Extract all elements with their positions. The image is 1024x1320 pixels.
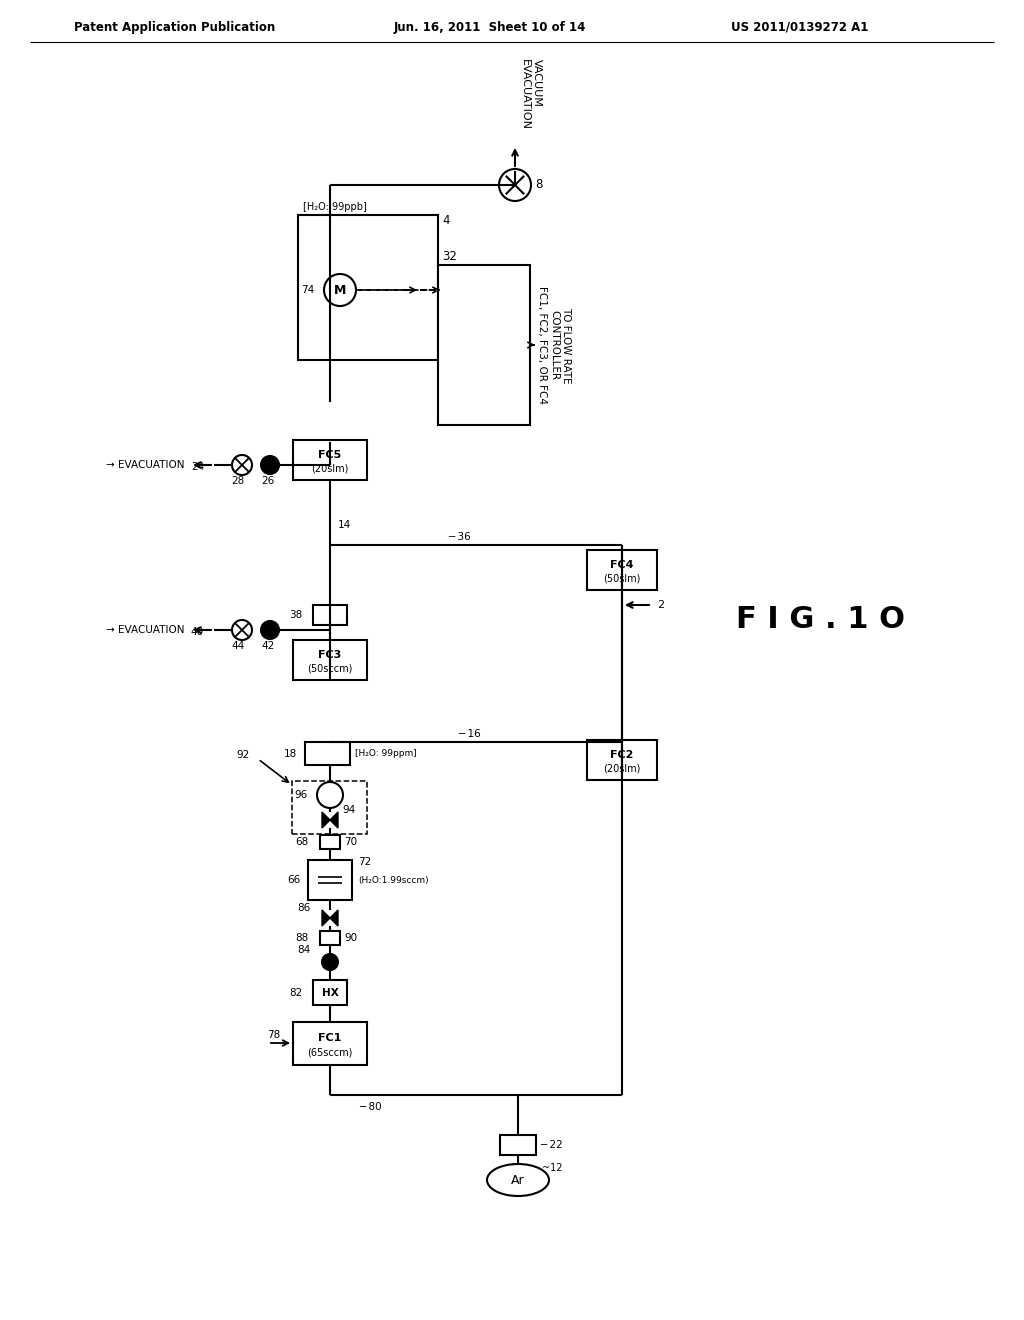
Text: 40: 40 — [190, 627, 204, 638]
Text: FC1: FC1 — [318, 1034, 342, 1043]
Polygon shape — [322, 909, 330, 927]
Text: (20slm): (20slm) — [603, 764, 641, 774]
Text: 96: 96 — [295, 789, 308, 800]
Bar — [308, 861, 352, 900]
Bar — [293, 1022, 367, 1065]
Text: (50sccm): (50sccm) — [307, 664, 352, 673]
Text: 42: 42 — [261, 642, 274, 651]
Circle shape — [324, 275, 356, 306]
Text: M: M — [334, 284, 346, 297]
Text: ─ 80: ─ 80 — [358, 1102, 381, 1111]
Text: → EVACUATION: → EVACUATION — [105, 624, 184, 635]
Text: 28: 28 — [231, 477, 245, 486]
Text: FC2: FC2 — [610, 750, 634, 760]
Text: F I G . 1 O: F I G . 1 O — [735, 606, 904, 635]
Text: (20slm): (20slm) — [311, 463, 349, 474]
Text: FC3: FC3 — [318, 651, 342, 660]
Text: 92: 92 — [237, 750, 250, 760]
Text: ─ 36: ─ 36 — [449, 532, 471, 543]
Text: 26: 26 — [261, 477, 274, 486]
Ellipse shape — [487, 1164, 549, 1196]
Bar — [298, 215, 438, 360]
Text: → EVACUATION: → EVACUATION — [105, 459, 184, 470]
Text: 38: 38 — [289, 610, 302, 620]
Circle shape — [261, 620, 279, 639]
Bar — [313, 979, 347, 1005]
Text: (H₂O:1.99sccm): (H₂O:1.99sccm) — [358, 875, 429, 884]
Text: 14: 14 — [338, 520, 351, 531]
Text: HX: HX — [322, 987, 338, 998]
Text: Patent Application Publication: Patent Application Publication — [75, 21, 275, 33]
Circle shape — [232, 620, 252, 640]
Text: 94: 94 — [342, 805, 355, 814]
Text: (65sccm): (65sccm) — [307, 1048, 352, 1057]
Circle shape — [232, 455, 252, 475]
Circle shape — [317, 781, 343, 808]
Text: [H₂O: 99ppb]: [H₂O: 99ppb] — [303, 202, 367, 213]
Text: 82: 82 — [289, 987, 302, 998]
Text: 4: 4 — [442, 214, 450, 227]
Text: FC4: FC4 — [610, 560, 634, 570]
Text: 90: 90 — [344, 933, 357, 942]
Bar — [293, 440, 367, 480]
Text: 18: 18 — [284, 748, 297, 759]
Text: ─ 22: ─ 22 — [540, 1140, 563, 1150]
Polygon shape — [330, 812, 338, 828]
Bar — [292, 781, 367, 834]
Text: Jun. 16, 2011  Sheet 10 of 14: Jun. 16, 2011 Sheet 10 of 14 — [394, 21, 586, 33]
Text: (50slm): (50slm) — [603, 574, 641, 583]
Circle shape — [322, 954, 338, 970]
Text: 86: 86 — [297, 903, 310, 913]
Bar — [438, 265, 530, 425]
Polygon shape — [330, 909, 338, 927]
Circle shape — [261, 455, 279, 474]
Text: 72: 72 — [358, 857, 372, 867]
Text: ~12: ~12 — [542, 1163, 562, 1173]
Circle shape — [499, 169, 531, 201]
Text: 8: 8 — [535, 178, 543, 191]
Text: 2: 2 — [657, 601, 665, 610]
Text: ─ 16: ─ 16 — [459, 729, 481, 739]
Text: 44: 44 — [231, 642, 245, 651]
Bar — [500, 1135, 536, 1155]
Bar — [319, 931, 340, 945]
Text: 66: 66 — [287, 875, 300, 884]
Bar — [305, 742, 350, 766]
Polygon shape — [322, 812, 330, 828]
Text: TO FLOW RATE
CONTROLLER
FC1, FC2, FC3, OR FC4: TO FLOW RATE CONTROLLER FC1, FC2, FC3, O… — [538, 286, 570, 404]
Bar — [587, 550, 657, 590]
Text: 78: 78 — [266, 1030, 280, 1040]
Bar — [587, 741, 657, 780]
Bar — [313, 605, 347, 624]
Text: VACUUM
EVACUATION: VACUUM EVACUATION — [520, 59, 542, 129]
Text: 70: 70 — [344, 837, 357, 847]
Text: [H₂O: 99ppm]: [H₂O: 99ppm] — [355, 750, 417, 759]
Text: Ar: Ar — [511, 1173, 525, 1187]
Text: FC5: FC5 — [318, 450, 342, 461]
Text: 84: 84 — [297, 945, 310, 954]
Text: 68: 68 — [295, 837, 308, 847]
Text: 24: 24 — [190, 462, 204, 473]
Text: 74: 74 — [301, 285, 314, 294]
Text: US 2011/0139272 A1: US 2011/0139272 A1 — [731, 21, 868, 33]
Text: 88: 88 — [295, 933, 308, 942]
Bar — [293, 640, 367, 680]
Bar — [319, 836, 340, 849]
Text: 32: 32 — [442, 251, 457, 264]
